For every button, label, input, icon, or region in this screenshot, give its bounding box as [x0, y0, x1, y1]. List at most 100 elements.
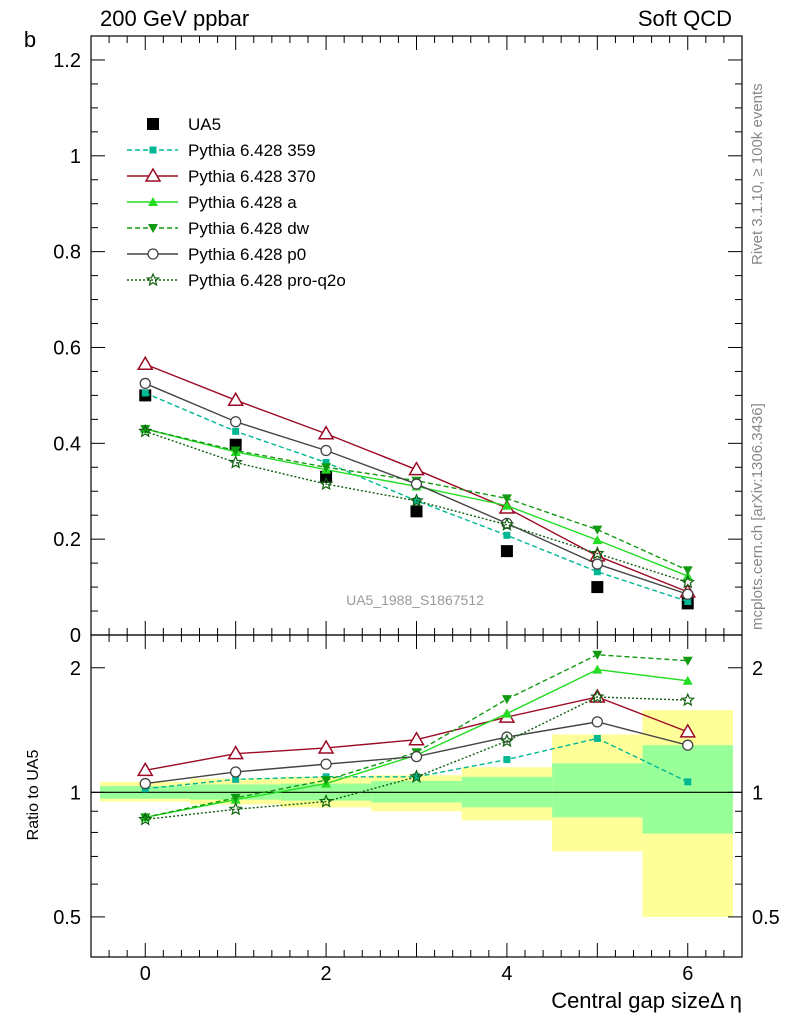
y-tick-label: 0 — [70, 625, 81, 647]
ratio-y-axis-title: Ratio to UA5 — [25, 750, 42, 841]
ratio-data-point — [138, 811, 153, 826]
series-6 — [138, 423, 695, 589]
legend-label: Pythia 6.428 370 — [188, 167, 316, 186]
data-point — [680, 574, 695, 589]
ratio-y-tick-label-left: 2 — [70, 658, 81, 680]
ratio-data-point — [318, 793, 334, 808]
ratio-y-tick-label-left: 0.5 — [53, 907, 81, 929]
ratio-y-tick-label-left: 1 — [70, 782, 81, 804]
series-1 — [141, 389, 692, 605]
ratio-y-tick-label-right: 2 — [752, 658, 763, 680]
main-series-group — [136, 355, 697, 610]
y-tick-label: 0.8 — [53, 242, 81, 264]
data-point — [591, 558, 603, 570]
green-band-bin — [642, 745, 733, 834]
legend-marker — [148, 197, 158, 206]
ratio-data-point — [682, 656, 693, 666]
data-point — [138, 423, 153, 438]
rivet-version-label: Rivet 3.1.10, ≥ 100k events — [749, 83, 766, 265]
data-point — [321, 463, 332, 473]
data-point — [590, 545, 605, 560]
legend-entry: Pythia 6.428 p0 — [127, 245, 306, 264]
series-line — [145, 430, 688, 583]
ratio-data-point — [590, 689, 605, 704]
series-line — [144, 392, 688, 603]
ratio-data-point — [682, 675, 693, 685]
ratio-series-line — [145, 696, 688, 821]
ratio-data-point — [136, 761, 154, 777]
legend-label: Pythia 6.428 p0 — [188, 245, 306, 264]
data-point — [501, 500, 512, 510]
legend-entry: Pythia 6.428 dw — [127, 219, 310, 238]
x-tick-label: 4 — [501, 963, 512, 985]
header-left-label: 200 GeV ppbar — [100, 6, 250, 31]
ratio-data-point — [591, 716, 603, 728]
y-tick-label: 0.6 — [53, 337, 81, 359]
axis-ticks — [90, 35, 743, 958]
data-point — [682, 588, 694, 600]
y-axis-title: b — [24, 27, 36, 52]
ratio-data-point — [593, 734, 601, 742]
ratio-data-point — [499, 733, 515, 748]
data-point — [592, 525, 603, 535]
legend-marker — [144, 167, 162, 182]
ratio-data-point — [592, 650, 603, 660]
y-tick-label: 0.4 — [53, 433, 81, 455]
data-point — [322, 458, 330, 466]
ratio-data-point — [680, 692, 695, 707]
ratio-data-point — [682, 739, 694, 751]
data-point — [499, 517, 515, 531]
ratio-data-point — [321, 776, 332, 786]
ratio-y-tick-label-right: 1 — [752, 782, 763, 804]
data-point — [500, 545, 513, 558]
legend-label: Pythia 6.428 pro-q2o — [188, 271, 346, 290]
data-point — [410, 505, 423, 518]
data-point — [141, 389, 149, 397]
data-point — [232, 427, 240, 435]
data-point — [318, 476, 334, 491]
ratio-data-point — [408, 731, 425, 746]
data-point — [227, 391, 244, 406]
x-axis-title: Central gap sizeΔ η — [551, 988, 742, 1013]
legend-label: Pythia 6.428 359 — [188, 141, 316, 160]
axis-labels: 0 2 4 6 0 0.2 0.4 0.6 0.8 1 1.2 0.5 0.5 1 1 2 2 — [53, 50, 780, 985]
ratio-data-point — [139, 777, 151, 790]
legend-entry: Pythia 6.428 pro-q2o — [127, 271, 346, 290]
series-5 — [139, 377, 694, 600]
ratio-data-point — [413, 773, 420, 781]
legend-marker — [147, 248, 159, 260]
data-point — [230, 446, 241, 456]
legend-entry: UA5 — [147, 115, 221, 134]
ratio-data-point — [501, 708, 512, 718]
legend: UA5 Pythia 6.428 359 Pythia 6.428 370 Pythi… — [127, 115, 346, 290]
data-point — [684, 597, 692, 605]
data-point — [503, 531, 511, 539]
data-point — [682, 566, 693, 576]
ratio-series-5 — [138, 689, 695, 826]
data-point — [408, 461, 425, 476]
data-point — [140, 424, 151, 434]
ratio-data-point — [140, 813, 151, 823]
legend-marker — [147, 118, 159, 130]
data-point — [139, 377, 151, 390]
legend-entry: Pythia 6.428 370 — [127, 167, 316, 186]
ratio-series-4 — [139, 716, 694, 790]
data-point — [410, 478, 423, 490]
ratio-data-point — [409, 769, 424, 783]
ratio-series-group — [136, 650, 697, 826]
data-point — [228, 454, 243, 469]
ratio-data-point — [501, 695, 512, 705]
legend-entry: Pythia 6.428 359 — [127, 141, 316, 160]
legend-label: Pythia 6.428 a — [188, 193, 297, 212]
data-point — [591, 581, 604, 594]
header-right-label: Soft QCD — [637, 6, 732, 31]
data-point — [593, 568, 601, 576]
data-point — [317, 425, 335, 440]
green-band-bin — [552, 763, 643, 818]
y-tick-label: 0.2 — [53, 529, 81, 551]
ratio-data-point — [227, 745, 244, 760]
ratio-data-point — [592, 664, 603, 674]
ratio-data-point — [410, 750, 423, 763]
legend-label: Pythia 6.428 dw — [188, 219, 310, 238]
